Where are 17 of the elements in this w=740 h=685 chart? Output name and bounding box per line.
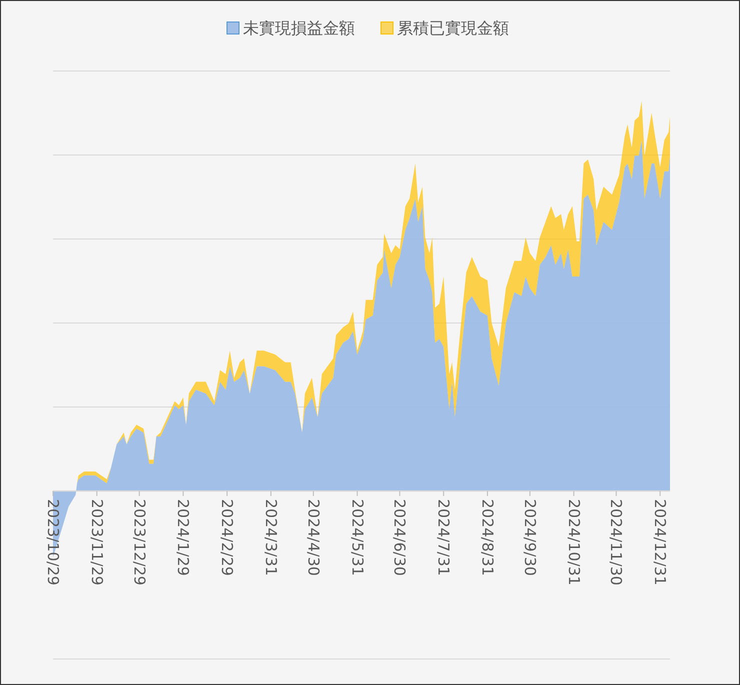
x-tick-label: 2024/12/31: [651, 499, 670, 586]
x-tick-label: 2024/1/29: [174, 499, 192, 576]
legend-label: 未實現損益金額: [243, 18, 355, 38]
x-tick-label: 2024/10/31: [564, 499, 583, 586]
x-tick-label: 2024/8/31: [478, 499, 496, 576]
legend-label: 累積已實現金額: [397, 18, 509, 38]
x-tick-label: 2023/10/29: [44, 499, 62, 586]
x-tick-label: 2024/11/30: [607, 499, 626, 586]
x-tick-label: 2024/2/29: [218, 499, 236, 576]
x-tick-label: 2024/3/31: [262, 499, 280, 576]
x-tick-label: 2024/6/30: [390, 499, 409, 576]
x-tick-label: 2024/5/31: [348, 499, 366, 576]
x-tick-label: 2023/11/29: [88, 499, 106, 586]
x-tick-label: 2024/9/30: [520, 499, 539, 576]
x-tick-label: 2024/7/31: [434, 499, 453, 576]
x-tick-label: 2024/4/30: [304, 499, 322, 576]
x-tick-label: 2023/12/29: [130, 499, 148, 586]
